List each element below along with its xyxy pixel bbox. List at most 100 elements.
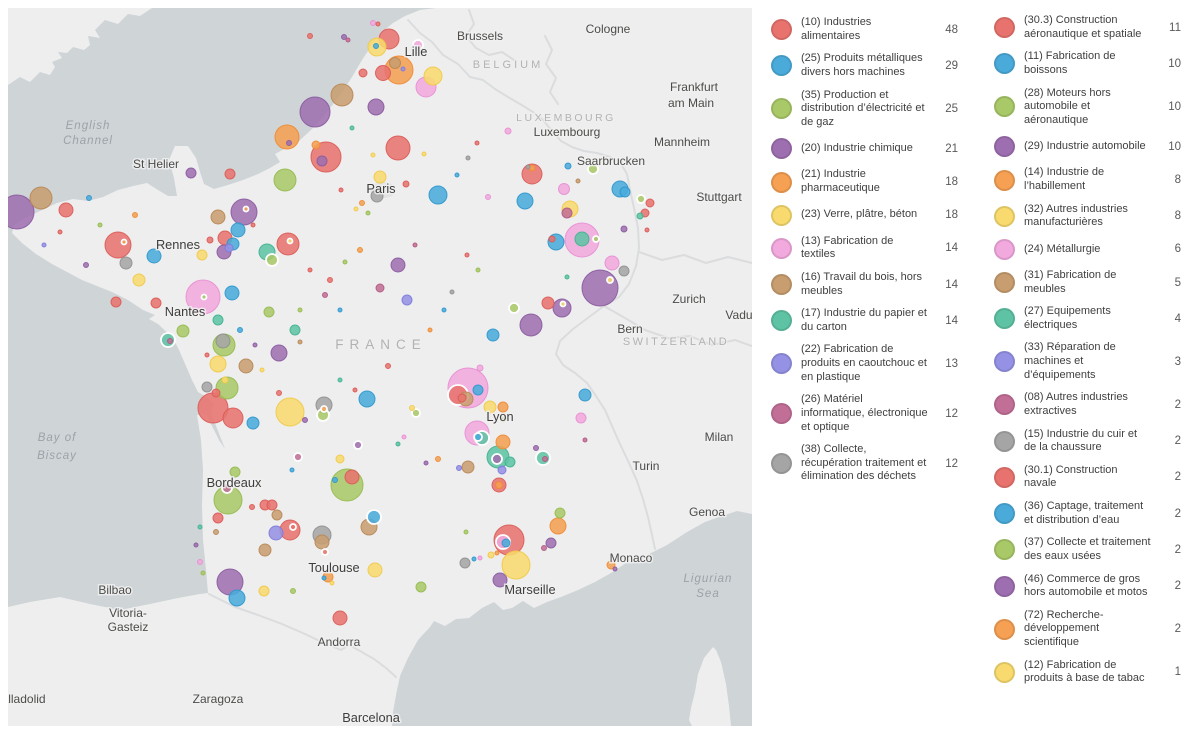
map-bubble[interactable] [150,297,162,309]
map-bubble[interactable] [525,164,531,170]
legend-item[interactable]: (16) Travail du bois, hors meubles 14 [771,271,971,298]
map-bubble[interactable] [352,387,358,393]
map-bubble[interactable] [474,140,480,146]
map-bubble[interactable] [29,186,53,210]
legend-item[interactable]: (08) Autres industries extractives 2 [994,391,1193,418]
legend-item[interactable]: (46) Commerce de gros hors automobile et… [994,573,1193,600]
map-canvas[interactable]: English Channel Bay of Biscay Ligurian Sea BEL… [8,8,752,726]
map-bubble[interactable] [500,417,506,423]
legend-item[interactable]: (25) Produits métalliques divers hors ma… [771,52,971,79]
legend-item[interactable]: (15) Industrie du cuir et de la chaussur… [994,428,1193,455]
map-bubble[interactable] [246,416,260,430]
map-bubble[interactable] [636,212,644,220]
map-bubble[interactable] [581,269,619,307]
map-bubble[interactable] [365,210,371,216]
map-bubble[interactable] [486,328,500,342]
map-bubble[interactable] [541,545,547,551]
map-bubble[interactable] [210,209,226,225]
map-bubble[interactable] [373,170,387,184]
map-bubble[interactable] [250,222,256,228]
legend-item[interactable]: (24) Métallurgie 6 [994,238,1193,260]
map-bubble[interactable] [332,477,338,483]
map-bubble[interactable] [423,66,443,86]
legend-item[interactable]: (31) Fabrication de meubles 5 [994,269,1193,296]
map-bubble[interactable] [200,293,208,301]
map-bubble[interactable] [542,456,548,462]
map-bubble[interactable] [476,364,484,372]
map-bubble[interactable] [270,344,288,362]
legend-item[interactable]: (33) Réparation de machines et d’équipem… [994,341,1193,382]
map-bubble[interactable] [212,314,224,326]
map-bubble[interactable] [353,440,363,450]
map-bubble[interactable] [206,236,214,244]
legend-item[interactable]: (10) Industries alimentaires 48 [771,16,971,43]
map-bubble[interactable] [463,529,469,535]
map-bubble[interactable] [132,273,146,287]
map-bubble[interactable] [564,162,572,170]
map-bubble[interactable] [644,227,650,233]
legend-item[interactable]: (30.1) Construction navale 2 [994,464,1193,491]
map-bubble[interactable] [485,194,491,200]
map-bubble[interactable] [197,524,203,530]
map-bubble[interactable] [273,168,297,192]
map-bubble[interactable] [472,384,484,396]
map-bubble[interactable] [501,550,531,580]
legend-item[interactable]: (22) Fabrication de produits en caoutcho… [771,343,971,384]
legend-item[interactable]: (26) Matériel informatique, électronique… [771,393,971,434]
map-bubble[interactable] [358,390,376,408]
map-bubble[interactable] [370,189,384,203]
map-bubble[interactable] [252,342,258,348]
map-bubble[interactable] [201,381,213,393]
map-bubble[interactable] [618,265,630,277]
map-bubble[interactable] [119,256,133,270]
map-bubble[interactable] [276,232,300,256]
map-bubble[interactable] [415,581,427,593]
legend-item[interactable]: (14) Industrie de l’habillement 8 [994,166,1193,193]
map-bubble[interactable] [228,589,246,607]
map-bubble[interactable] [619,186,631,198]
map-bubble[interactable] [441,307,447,313]
legend-item[interactable]: (12) Fabrication de produits à base de t… [994,659,1193,686]
map-bubble[interactable] [366,509,382,525]
map-bubble[interactable] [620,225,628,233]
map-bubble[interactable] [561,207,573,219]
map-bubble[interactable] [146,248,162,264]
map-bubble[interactable] [341,34,347,40]
map-bubble[interactable] [57,229,63,235]
map-bubble[interactable] [237,327,243,333]
map-bubble[interactable] [390,257,406,273]
map-bubble[interactable] [367,98,385,116]
map-bubble[interactable] [276,390,282,396]
map-bubble[interactable] [592,235,600,243]
map-bubble[interactable] [193,542,199,548]
map-bubble[interactable] [83,262,89,268]
map-bubble[interactable] [548,235,556,243]
map-bubble[interactable] [289,523,297,531]
map-bubble[interactable] [279,519,301,541]
france-bubble-map[interactable]: English Channel Bay of Biscay Ligurian Sea BEL… [8,8,752,726]
map-bubble[interactable] [311,140,321,150]
map-bubble[interactable] [501,538,511,548]
map-bubble[interactable] [492,572,508,588]
legend-item[interactable]: (29) Industrie automobile 10 [994,136,1193,158]
map-bubble[interactable] [454,172,460,178]
map-bubble[interactable] [401,294,413,306]
map-bubble[interactable] [411,408,421,418]
map-bubble[interactable] [258,585,270,597]
map-bubble[interactable] [475,267,481,273]
map-bubble[interactable] [41,242,47,248]
map-bubble[interactable] [578,388,592,402]
map-bubble[interactable] [185,167,197,179]
map-bubble[interactable] [423,460,429,466]
legend-item[interactable]: (20) Industrie chimique 21 [771,138,971,160]
map-bubble[interactable] [564,274,570,280]
map-bubble[interactable] [322,292,328,298]
map-bubble[interactable] [224,168,236,180]
map-bubble[interactable] [402,180,410,188]
map-bubble[interactable] [464,252,470,258]
map-bubble[interactable] [286,237,294,245]
map-bubble[interactable] [400,66,406,72]
map-bubble[interactable] [409,405,415,411]
map-bubble[interactable] [58,202,74,218]
map-bubble[interactable] [395,441,401,447]
